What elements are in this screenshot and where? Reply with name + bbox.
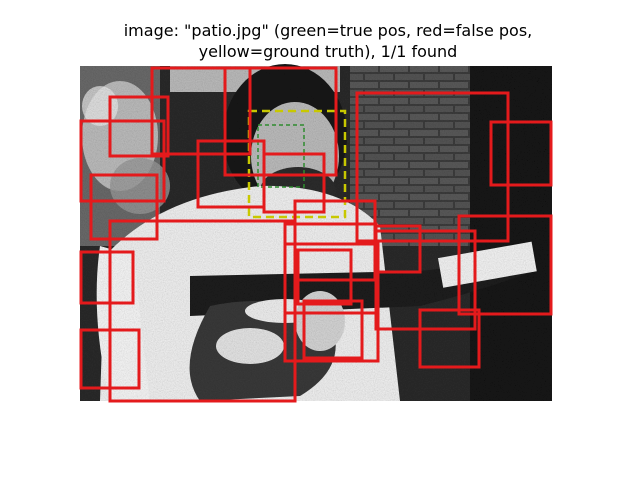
false-positive-box: [223, 66, 338, 177]
figure-title-line-1: image: "patio.jpg" (green=true pos, red=…: [123, 21, 533, 40]
figure-title: image: "patio.jpg" (green=true pos, red=…: [0, 20, 640, 62]
image-figure: [79, 64, 553, 403]
false-positive-box: [79, 328, 141, 390]
false-positive-box: [302, 299, 364, 360]
true-positive-box: [257, 124, 305, 188]
false-positive-boxes: [79, 66, 553, 403]
false-positive-box: [108, 219, 297, 403]
false-positive-box: [79, 250, 135, 305]
false-positive-box: [108, 95, 170, 158]
false-positive-box: [355, 91, 510, 243]
false-positive-box: [89, 173, 159, 241]
false-positive-box: [418, 308, 481, 369]
ground-truth-box: [247, 109, 347, 219]
false-positive-box: [457, 214, 553, 316]
false-positive-box: [79, 119, 166, 203]
false-positive-box: [489, 120, 553, 187]
photo-with-boxes: [79, 64, 553, 403]
false-positive-box: [283, 242, 380, 363]
false-positive-box: [150, 66, 252, 156]
false-positive-box: [374, 229, 477, 331]
figure-title-line-2: yellow=ground truth), 1/1 found: [198, 42, 458, 61]
false-positive-box: [296, 248, 353, 306]
